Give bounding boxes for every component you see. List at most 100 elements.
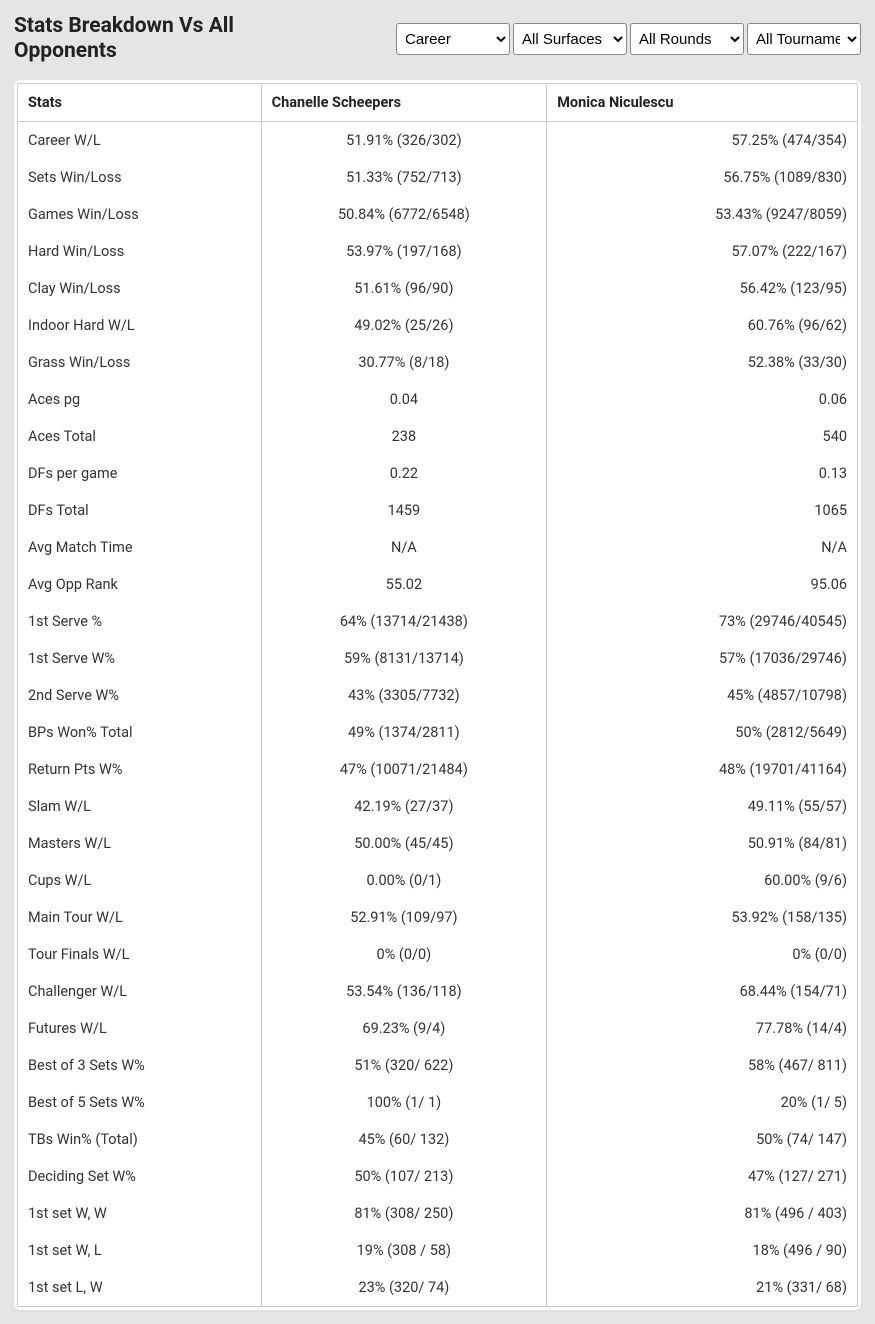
stat-label: Cups W/L	[18, 862, 262, 899]
table-row: Indoor Hard W/L49.02% (25/26)60.76% (96/…	[18, 307, 858, 344]
stat-label: TBs Win% (Total)	[18, 1121, 262, 1158]
player2-value: 81% (496 / 403)	[547, 1195, 858, 1232]
table-row: 1st set L, W23% (320/ 74)21% (331/ 68)	[18, 1269, 858, 1307]
player1-value: 0% (0/0)	[261, 936, 547, 973]
stat-label: Futures W/L	[18, 1010, 262, 1047]
stats-table-wrap: Stats Chanelle Scheepers Monica Niculesc…	[14, 80, 861, 1310]
table-row: TBs Win% (Total)45% (60/ 132)50% (74/ 14…	[18, 1121, 858, 1158]
stat-label: 1st set L, W	[18, 1269, 262, 1307]
stat-label: Challenger W/L	[18, 973, 262, 1010]
table-row: DFs Total14591065	[18, 492, 858, 529]
player1-value: 50.84% (6772/6548)	[261, 196, 547, 233]
stat-label: Masters W/L	[18, 825, 262, 862]
player1-value: 59% (8131/13714)	[261, 640, 547, 677]
table-row: Tour Finals W/L0% (0/0)0% (0/0)	[18, 936, 858, 973]
player1-value: 51% (320/ 622)	[261, 1047, 547, 1084]
table-row: Aces pg0.040.06	[18, 381, 858, 418]
player2-value: 0.13	[547, 455, 858, 492]
table-row: Challenger W/L53.54% (136/118)68.44% (15…	[18, 973, 858, 1010]
table-row: 1st Serve %64% (13714/21438)73% (29746/4…	[18, 603, 858, 640]
table-row: 1st set W, L19% (308 / 58)18% (496 / 90)	[18, 1232, 858, 1269]
header-bar: Stats Breakdown Vs All Opponents Career …	[0, 0, 875, 70]
player2-value: N/A	[547, 529, 858, 566]
player2-value: 21% (331/ 68)	[547, 1269, 858, 1307]
filter-group: Career All Surfaces All Rounds All Tourn…	[396, 23, 861, 55]
stat-label: Games Win/Loss	[18, 196, 262, 233]
table-row: Avg Opp Rank55.0295.06	[18, 566, 858, 603]
player1-value: 45% (60/ 132)	[261, 1121, 547, 1158]
player2-value: 50.91% (84/81)	[547, 825, 858, 862]
stat-label: Avg Match Time	[18, 529, 262, 566]
filter-career-select[interactable]: Career	[396, 23, 510, 55]
table-row: 1st Serve W%59% (8131/13714)57% (17036/2…	[18, 640, 858, 677]
table-row: Main Tour W/L52.91% (109/97)53.92% (158/…	[18, 899, 858, 936]
player1-value: 55.02	[261, 566, 547, 603]
stat-label: Grass Win/Loss	[18, 344, 262, 381]
player1-value: 43% (3305/7732)	[261, 677, 547, 714]
player2-value: 20% (1/ 5)	[547, 1084, 858, 1121]
stat-label: 1st set W, W	[18, 1195, 262, 1232]
player1-value: 50.00% (45/45)	[261, 825, 547, 862]
table-row: Aces Total238540	[18, 418, 858, 455]
stat-label: DFs Total	[18, 492, 262, 529]
player2-value: 60.76% (96/62)	[547, 307, 858, 344]
col-header-stats: Stats	[18, 84, 262, 122]
table-row: Hard Win/Loss53.97% (197/168)57.07% (222…	[18, 233, 858, 270]
player1-value: 47% (10071/21484)	[261, 751, 547, 788]
player2-value: 50% (74/ 147)	[547, 1121, 858, 1158]
stats-table: Stats Chanelle Scheepers Monica Niculesc…	[17, 83, 858, 1307]
table-row: Career W/L51.91% (326/302)57.25% (474/35…	[18, 122, 858, 160]
stat-label: Aces Total	[18, 418, 262, 455]
stat-label: Sets Win/Loss	[18, 159, 262, 196]
player2-value: 47% (127/ 271)	[547, 1158, 858, 1195]
player1-value: 69.23% (9/4)	[261, 1010, 547, 1047]
player1-value: 51.91% (326/302)	[261, 122, 547, 160]
filter-tournament-select[interactable]: All Tournaments	[747, 23, 861, 55]
player1-value: 64% (13714/21438)	[261, 603, 547, 640]
player2-value: 53.92% (158/135)	[547, 899, 858, 936]
stat-label: DFs per game	[18, 455, 262, 492]
table-row: Return Pts W%47% (10071/21484)48% (19701…	[18, 751, 858, 788]
player1-value: 49% (1374/2811)	[261, 714, 547, 751]
table-row: Sets Win/Loss51.33% (752/713)56.75% (108…	[18, 159, 858, 196]
player2-value: 0.06	[547, 381, 858, 418]
stat-label: BPs Won% Total	[18, 714, 262, 751]
player2-value: 57.25% (474/354)	[547, 122, 858, 160]
table-row: Grass Win/Loss30.77% (8/18)52.38% (33/30…	[18, 344, 858, 381]
stat-label: Clay Win/Loss	[18, 270, 262, 307]
filter-round-select[interactable]: All Rounds	[630, 23, 744, 55]
player1-value: 50% (107/ 213)	[261, 1158, 547, 1195]
player2-value: 56.42% (123/95)	[547, 270, 858, 307]
table-row: DFs per game0.220.13	[18, 455, 858, 492]
player2-value: 18% (496 / 90)	[547, 1232, 858, 1269]
player1-value: 53.97% (197/168)	[261, 233, 547, 270]
player2-value: 45% (4857/10798)	[547, 677, 858, 714]
table-row: Futures W/L69.23% (9/4)77.78% (14/4)	[18, 1010, 858, 1047]
player1-value: 30.77% (8/18)	[261, 344, 547, 381]
player2-value: 0% (0/0)	[547, 936, 858, 973]
table-header-row: Stats Chanelle Scheepers Monica Niculesc…	[18, 84, 858, 122]
col-header-player1: Chanelle Scheepers	[261, 84, 547, 122]
player1-value: 19% (308 / 58)	[261, 1232, 547, 1269]
stat-label: Return Pts W%	[18, 751, 262, 788]
player2-value: 49.11% (55/57)	[547, 788, 858, 825]
player1-value: 100% (1/ 1)	[261, 1084, 547, 1121]
player1-value: N/A	[261, 529, 547, 566]
player2-value: 58% (467/ 811)	[547, 1047, 858, 1084]
player2-value: 52.38% (33/30)	[547, 344, 858, 381]
filter-surface-select[interactable]: All Surfaces	[513, 23, 627, 55]
table-row: Deciding Set W%50% (107/ 213)47% (127/ 2…	[18, 1158, 858, 1195]
stat-label: Best of 5 Sets W%	[18, 1084, 262, 1121]
player2-value: 57.07% (222/167)	[547, 233, 858, 270]
player2-value: 95.06	[547, 566, 858, 603]
stat-label: Hard Win/Loss	[18, 233, 262, 270]
player1-value: 238	[261, 418, 547, 455]
player1-value: 51.33% (752/713)	[261, 159, 547, 196]
table-row: 2nd Serve W%43% (3305/7732)45% (4857/107…	[18, 677, 858, 714]
player2-value: 50% (2812/5649)	[547, 714, 858, 751]
table-row: Best of 5 Sets W%100% (1/ 1)20% (1/ 5)	[18, 1084, 858, 1121]
stat-label: 2nd Serve W%	[18, 677, 262, 714]
stat-label: Slam W/L	[18, 788, 262, 825]
player2-value: 1065	[547, 492, 858, 529]
player1-value: 81% (308/ 250)	[261, 1195, 547, 1232]
